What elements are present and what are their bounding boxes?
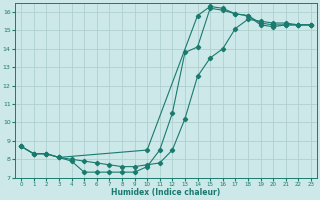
X-axis label: Humidex (Indice chaleur): Humidex (Indice chaleur) [111,188,221,197]
